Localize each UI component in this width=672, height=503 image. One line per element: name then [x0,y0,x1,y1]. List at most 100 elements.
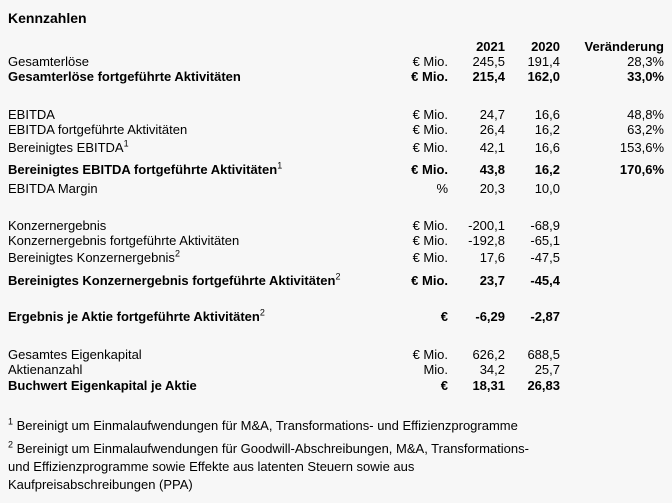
value-2020: 26,83 [527,378,560,393]
unit-label: € Mio. [412,233,448,248]
unit-label: € Mio. [412,54,448,69]
metric-label-text: Aktienanzahl [8,362,83,377]
metric-label: Bereinigtes Konzernergebnis2 [8,248,388,265]
footnote-ref: 2 [174,248,180,259]
unit-label: € Mio. [412,347,448,362]
value-2020: 16,2 [534,122,560,137]
footnote: 2 Bereinigt um Einmalaufwendungen für Go… [8,440,664,494]
unit-label: € Mio. [412,218,448,233]
value-2021: -6,29 [475,309,505,324]
change-value [560,265,664,288]
change-value [560,218,664,233]
value-2020: 688,5 [527,347,560,362]
table-row: Gesamtes Eigenkapital € Mio. 626,2 688,5 [8,347,664,362]
metric-label: Bereinigtes Konzernergebnis fortgeführte… [8,265,388,288]
footnote-ref: 2 [335,271,341,282]
change-value [560,377,664,393]
metric-label-text: Gesamterlöse fortgeführte Aktivitäten [8,69,241,84]
footnote-marker: 2 [8,439,14,450]
value-2021: 626,2 [472,347,505,362]
metric-label-text: EBITDA [8,107,55,122]
section-spacer [8,84,664,107]
metric-label-text: Gesamterlöse [8,54,89,69]
value-2021: 34,2 [479,362,505,377]
metric-label: EBITDA Margin [8,177,388,196]
change-value [560,307,664,324]
metric-label: Konzernergebnis fortgeführte Aktivitäten [8,233,388,248]
metric-label: Ergebnis je Aktie fortgeführte Aktivität… [8,307,388,324]
metric-label: EBITDA fortgeführte Aktivitäten [8,122,388,137]
footnote-text: Bereinigt um Einmalaufwendungen für Good… [16,441,529,456]
unit-label: € Mio. [412,140,448,155]
metric-label-text: Gesamtes Eigenkapital [8,347,142,362]
unit-label: € Mio. [412,107,448,122]
value-2021: 245,5 [472,54,505,69]
table-row: EBITDA Margin % 20,3 10,0 [8,177,664,196]
unit-label: € Mio. [411,162,448,177]
metric-label-text: Bereinigtes Konzernergebnis [8,250,175,265]
change-value: 48,8% [627,107,664,122]
metric-label: Gesamterlöse fortgeführte Aktivitäten [8,69,388,84]
header-label-spacer [8,37,388,54]
metric-label: Konzernergebnis [8,218,388,233]
value-2021: 23,7 [479,273,505,288]
metric-label-text: EBITDA Margin [8,181,98,196]
footnote-ref: 1 [123,138,129,149]
unit-label: € Mio. [412,122,448,137]
unit-label: Mio. [423,362,448,377]
table-row: EBITDA fortgeführte Aktivitäten € Mio. 2… [8,122,664,137]
table-row: Konzernergebnis € Mio. -200,1 -68,9 [8,218,664,233]
footnote-text: und Effizienzprogramme sowie Effekte aus… [8,459,415,474]
value-2020: 25,7 [534,362,560,377]
change-value: 170,6% [619,162,664,177]
footnotes-section: 1 Bereinigt um Einmalaufwendungen für M&… [8,417,664,494]
header-unit-spacer [388,37,448,54]
value-2020: 16,6 [534,107,560,122]
value-2020: 191,4 [527,54,560,69]
table-row: Gesamterlöse fortgeführte Aktivitäten € … [8,69,664,84]
value-2020: -2,87 [530,309,560,324]
table-row: EBITDA € Mio. 24,7 16,6 48,8% [8,107,664,122]
metric-label: EBITDA [8,107,388,122]
table-row: Bereinigtes EBITDA1 € Mio. 42,1 16,6 153… [8,137,664,155]
table-row: Ergebnis je Aktie fortgeführte Aktivität… [8,307,664,324]
metric-label-text: Konzernergebnis [8,218,107,233]
value-2021: 20,3 [479,181,505,196]
table-row: Buchwert Eigenkapital je Aktie € 18,31 2… [8,377,664,393]
change-header: Veränderung [584,39,664,54]
value-2021: 215,4 [472,69,505,84]
value-2021: -200,1 [468,218,505,233]
table-row: Aktienanzahl Mio. 34,2 25,7 [8,362,664,377]
value-2021: 43,8 [479,162,505,177]
metric-label: Bereinigtes EBITDA fortgeführte Aktivitä… [8,155,388,177]
change-value [560,347,664,362]
change-value: 153,6% [619,140,664,155]
page-title: Kennzahlen [8,10,87,26]
value-2021: 18,31 [472,378,505,393]
year-2020-header: 2020 [531,39,560,54]
table-row: Bereinigtes Konzernergebnis2 € Mio. 17,6… [8,248,664,265]
change-value: 33,0% [627,69,664,84]
metric-label-text: Ergebnis je Aktie fortgeführte Aktivität… [8,309,260,324]
metric-label-text: Bereinigtes EBITDA fortgeführte Aktivitä… [8,162,278,177]
metric-label: Bereinigtes EBITDA1 [8,137,388,155]
value-2020: 10,0 [534,181,560,196]
value-2020: -45,4 [530,273,560,288]
unit-label: € Mio. [411,69,448,84]
value-2020: 16,6 [534,140,560,155]
table-row: Bereinigtes Konzernergebnis fortgeführte… [8,265,664,288]
footnote-text: Bereinigt um Einmalaufwendungen für M&A,… [16,418,518,433]
value-2020: -65,1 [530,233,560,248]
unit-label: € Mio. [411,273,448,288]
change-value: 63,2% [627,122,664,137]
value-2020: 16,2 [534,162,560,177]
footnote-ref: 1 [277,160,283,171]
footnote-ref: 2 [259,307,265,318]
metric-label-text: Bereinigtes EBITDA [8,140,124,155]
table-row: Konzernergebnis fortgeführte Aktivitäten… [8,233,664,248]
change-value [560,233,664,248]
footnote-marker: 1 [8,416,14,427]
footnote-text: Kaufpreisabschreibungen (PPA) [8,477,193,492]
change-value [560,248,664,265]
